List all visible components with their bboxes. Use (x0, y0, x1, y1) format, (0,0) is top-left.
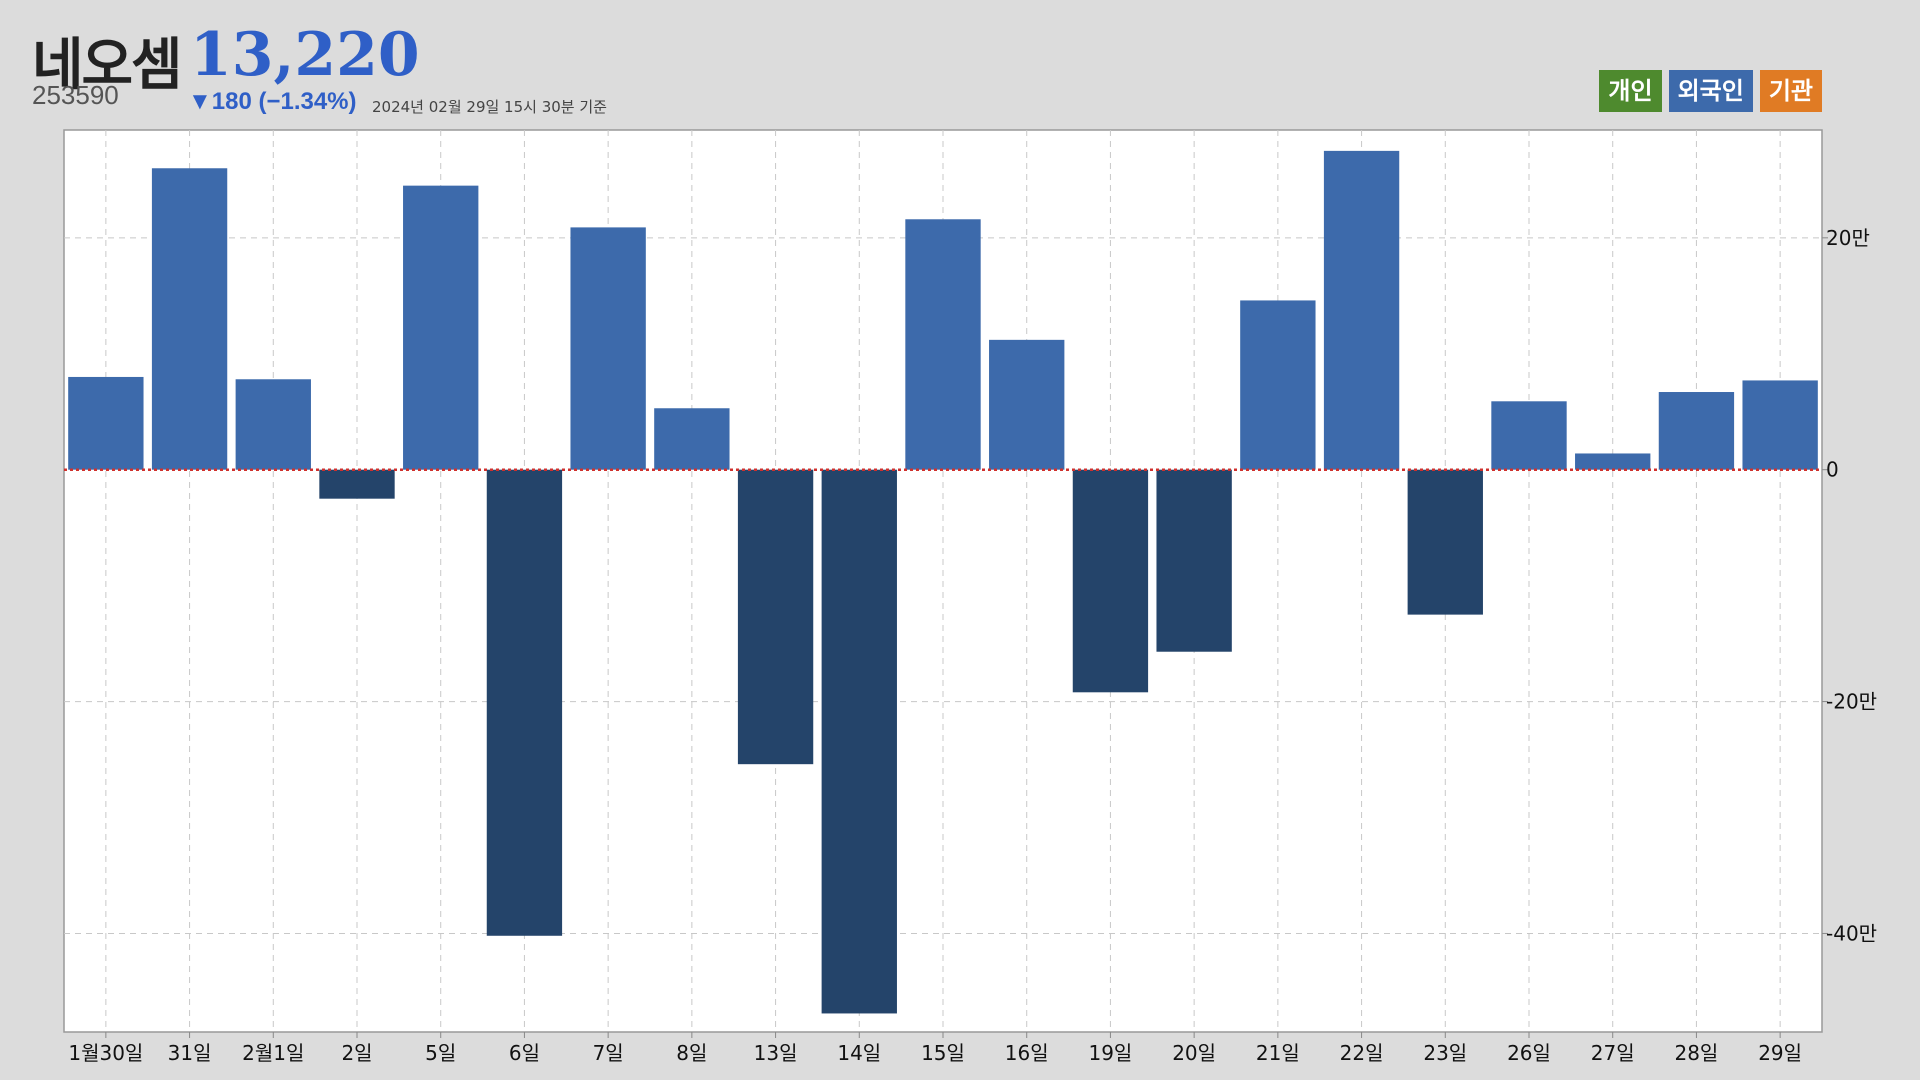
x-tick-label: 21일 (1256, 1041, 1300, 1065)
bar (821, 469, 897, 1014)
bar (1742, 380, 1818, 470)
bar (1407, 469, 1483, 615)
stock-name: 네오셈 (32, 33, 183, 98)
bar (989, 339, 1065, 470)
legend-item-individual[interactable]: 개인 (1599, 70, 1662, 112)
x-tick-label: 26일 (1507, 1041, 1551, 1065)
stock-price: 13,220 (190, 20, 420, 90)
x-tick-label: 1월30일 (68, 1041, 143, 1065)
x-tick-label: 2월1일 (242, 1041, 304, 1065)
bar (1240, 300, 1316, 470)
bar (1072, 469, 1149, 693)
legend-item-institution[interactable]: 기관 (1759, 70, 1822, 112)
x-tick-label: 20일 (1172, 1041, 1216, 1065)
x-tick-label: 8일 (676, 1041, 707, 1065)
x-tick-label: 2일 (341, 1041, 372, 1065)
legend: 개인 외국인 기관 (1599, 70, 1822, 112)
bar (905, 219, 981, 470)
x-tick-label: 7일 (593, 1041, 624, 1065)
x-tick-label: 16일 (1005, 1041, 1049, 1065)
x-tick-label: 27일 (1591, 1041, 1635, 1065)
y-tick-label: -40만 (1826, 921, 1877, 945)
x-tick-label: 23일 (1423, 1041, 1467, 1065)
x-tick-label: 28일 (1674, 1041, 1718, 1065)
x-tick-label: 6일 (509, 1041, 540, 1065)
chart-header: 네오셈 13,220 253590 ▼180 (−1.34%) 2024년 02… (0, 0, 1920, 130)
legend-item-foreign[interactable]: 외국인 (1668, 70, 1753, 112)
bar (319, 469, 395, 499)
x-tick-label: 5일 (425, 1041, 456, 1065)
x-tick-label: 19일 (1088, 1041, 1132, 1065)
x-tick-label: 14일 (837, 1041, 881, 1065)
bar (1575, 453, 1651, 470)
bar (1658, 392, 1735, 470)
y-tick-label: 20만 (1826, 226, 1870, 250)
y-tick-label: -20만 (1826, 690, 1877, 714)
bar (570, 227, 646, 470)
price-change: ▼180 (−1.34%) (188, 88, 357, 115)
timestamp: 2024년 02월 29일 15시 30분 기준 (372, 98, 607, 116)
stock-code: 253590 (32, 80, 119, 110)
bar (68, 376, 144, 470)
x-tick-label: 29일 (1758, 1041, 1802, 1065)
x-tick-label: 22일 (1340, 1041, 1384, 1065)
bar (486, 469, 563, 936)
bar (737, 469, 814, 765)
y-tick-label: 0 (1826, 458, 1839, 482)
bar (1156, 469, 1232, 652)
x-tick-label: 13일 (754, 1041, 798, 1065)
x-tick-label: 31일 (168, 1041, 212, 1065)
bar (235, 379, 311, 470)
bar (654, 408, 730, 470)
x-tick-label: 15일 (921, 1041, 965, 1065)
bar (1323, 150, 1400, 470)
bar (151, 168, 228, 470)
bar (403, 185, 479, 470)
bar (1491, 401, 1567, 470)
